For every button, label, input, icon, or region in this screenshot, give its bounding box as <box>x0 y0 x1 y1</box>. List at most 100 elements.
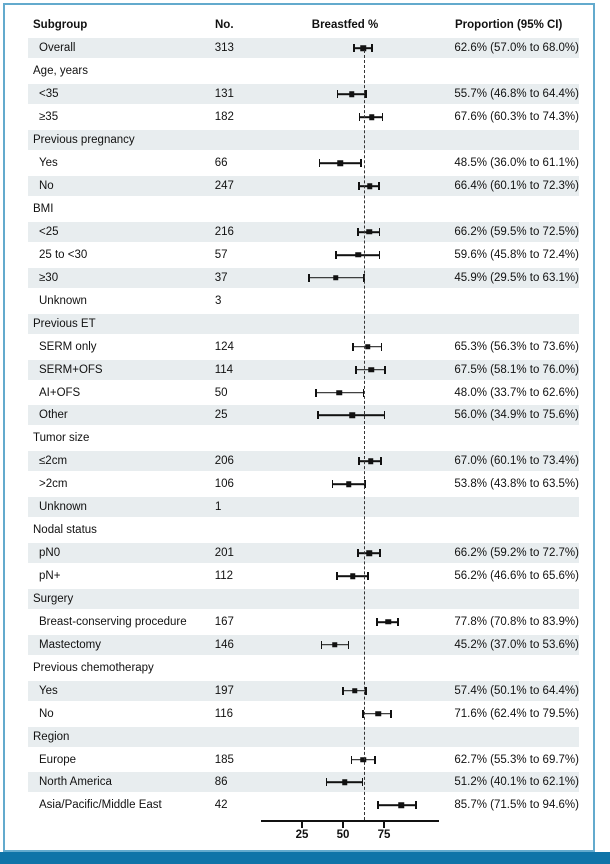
table-row: ≥35 182 67.6% (60.3% to 74.3%) <box>28 106 579 129</box>
plot-cell <box>261 335 449 358</box>
plot-cell <box>261 221 449 244</box>
ci-cap <box>317 411 319 420</box>
table-row: Unknown 3 <box>28 289 579 312</box>
plot-cell <box>261 83 449 106</box>
figure-border-frame <box>3 3 595 852</box>
point-estimate-marker <box>337 160 343 166</box>
ci-cap <box>334 250 337 259</box>
subgroup-label: Yes <box>39 157 58 170</box>
point-estimate-marker <box>385 619 391 625</box>
ci-cap <box>357 227 359 236</box>
point-estimate-marker <box>341 779 348 786</box>
ci-cap <box>353 44 355 53</box>
table-row: Yes 197 57.4% (50.1% to 64.4%) <box>28 679 579 703</box>
ci-cap <box>362 388 365 397</box>
subgroup-label: No <box>39 180 54 193</box>
table-row: BMI <box>28 198 579 221</box>
point-estimate-marker <box>355 252 362 258</box>
n-value: 216 <box>214 225 234 238</box>
proportion-ci-text: 66.2% (59.5% to 72.5%) <box>454 225 579 238</box>
point-estimate-marker <box>398 802 404 809</box>
subgroup-label: Unknown <box>39 501 87 514</box>
ci-cap <box>308 273 310 282</box>
ci-cap <box>336 572 338 581</box>
ci-cap <box>378 182 380 191</box>
x-axis-tick <box>342 821 344 828</box>
subgroup-label: ≥35 <box>39 111 59 124</box>
table-row: Mastectomy 146 45.2% (37.0% to 53.6%) <box>28 633 579 657</box>
plot-cell <box>261 656 449 679</box>
plot-cell <box>261 565 449 588</box>
ci-cap <box>377 801 379 810</box>
group-label: Surgery <box>33 592 74 605</box>
x-axis-tick-label: 25 <box>295 829 309 841</box>
subgroup-label: AI+OFS <box>39 386 81 399</box>
table-row: Age, years <box>28 60 579 83</box>
ci-cap <box>358 113 361 122</box>
ci-cap <box>363 480 366 489</box>
point-estimate-marker <box>368 114 375 121</box>
plot-cell <box>261 679 449 702</box>
proportion-ci-text: 51.2% (40.1% to 62.1%) <box>454 776 579 789</box>
ci-cap <box>358 457 360 466</box>
plot-cell <box>261 519 449 542</box>
ci-cap <box>360 159 362 168</box>
point-estimate-marker <box>368 366 375 373</box>
group-label: Previous ET <box>33 317 96 330</box>
x-axis-tick <box>383 821 385 828</box>
subgroup-label: pN+ <box>39 570 61 583</box>
proportion-ci-text: 45.9% (29.5% to 63.1%) <box>454 271 579 284</box>
n-value: 146 <box>214 638 234 651</box>
ci-cap <box>315 388 317 397</box>
ci-cap <box>342 686 344 695</box>
table-row: <25 216 66.2% (59.5% to 72.5%) <box>28 220 579 244</box>
point-estimate-marker <box>346 481 352 488</box>
ci-cap <box>320 640 323 649</box>
n-value: 66 <box>214 157 228 170</box>
subgroup-label: Asia/Pacific/Middle East <box>39 799 162 812</box>
ci-cap <box>350 755 353 764</box>
table-row: 25 to <30 57 59.6% (45.8% to 72.4%) <box>28 243 579 266</box>
plot-cell <box>261 243 449 266</box>
plot-cell <box>261 496 449 519</box>
proportion-ci-text: 66.4% (60.1% to 72.3%) <box>454 180 579 193</box>
n-value: 25 <box>214 409 228 422</box>
ci-cap <box>380 457 382 466</box>
proportion-ci-text: 71.6% (62.4% to 79.5%) <box>454 707 579 720</box>
n-value: 1 <box>215 501 222 514</box>
n-value: 37 <box>214 271 228 284</box>
x-axis-tick-label: 50 <box>336 829 350 841</box>
table-row: Tumor size <box>28 427 579 450</box>
proportion-ci-text: 53.8% (43.8% to 63.5%) <box>454 478 579 491</box>
ci-cap <box>355 365 357 374</box>
table-row: Breast-conserving procedure 167 77.8% (70.… <box>28 610 579 633</box>
header-no: No. <box>215 19 234 31</box>
n-value: 106 <box>214 478 234 491</box>
table-rows: Overall 313 62.6% (57.0% to 68.0%) Age, yea… <box>28 37 579 817</box>
subgroup-label: ≥30 <box>39 271 59 284</box>
ci-cap <box>390 709 392 718</box>
proportion-ci-text: 48.5% (36.0% to 61.1%) <box>454 157 579 170</box>
point-estimate-marker <box>336 389 343 396</box>
subgroup-label: SERM+OFS <box>39 363 103 376</box>
proportion-ci-text: 48.0% (33.7% to 62.6%) <box>454 386 579 399</box>
ci-cap <box>352 342 354 351</box>
ci-cap <box>378 250 381 259</box>
ci-cap <box>414 801 417 810</box>
plot-cell <box>261 748 449 771</box>
proportion-ci-text: 62.6% (57.0% to 68.0%) <box>454 42 579 55</box>
subgroup-label: Yes <box>39 684 58 697</box>
point-estimate-marker <box>332 642 338 648</box>
table-row: Nodal status <box>28 519 579 542</box>
point-estimate-marker <box>333 275 339 281</box>
ci-cap <box>384 365 387 374</box>
proportion-ci-text: 77.8% (70.8% to 83.9%) <box>454 615 579 628</box>
ci-cap <box>383 411 386 420</box>
table-row: Europe 185 62.7% (55.3% to 69.7%) <box>28 748 579 771</box>
plot-cell <box>261 37 449 60</box>
ci-cap <box>358 182 360 191</box>
plot-cell <box>261 358 449 381</box>
x-axis-line <box>261 820 439 822</box>
plot-cell <box>261 175 449 198</box>
